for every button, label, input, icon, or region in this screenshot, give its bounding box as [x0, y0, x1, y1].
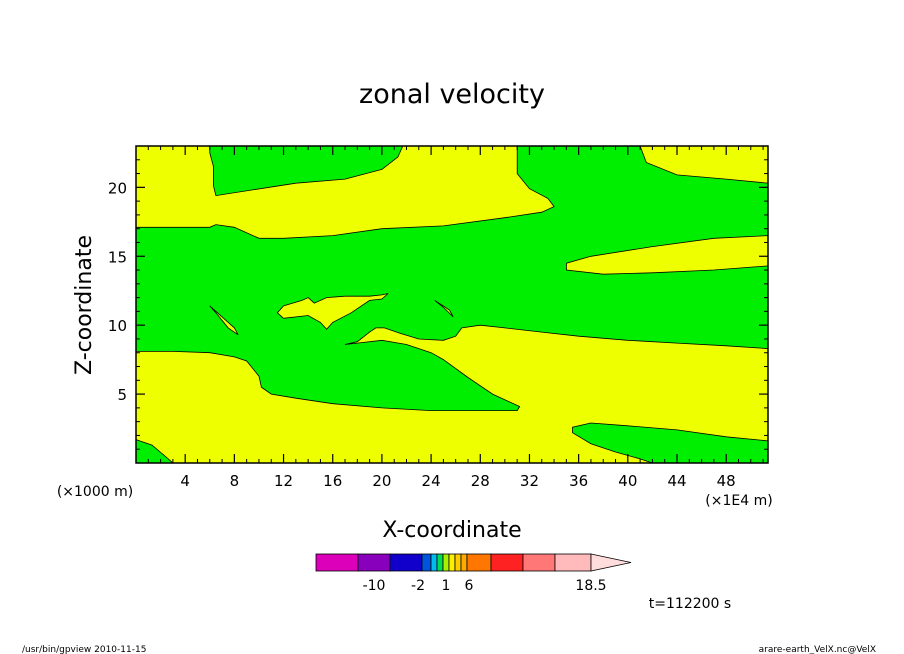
contour-region-1	[135, 145, 555, 239]
colorbar-label: -2	[411, 578, 425, 594]
colorbar-swatch	[448, 553, 456, 572]
colorbar-swatch	[315, 553, 359, 572]
colorbar-swatch	[436, 553, 444, 572]
colorbar-label: 1	[442, 578, 451, 594]
colorbar-swatch	[454, 553, 462, 572]
contour-region-4	[135, 324, 769, 464]
footer-left: /usr/bin/gpview 2010-11-15	[22, 645, 146, 654]
colorbar-swatch	[522, 553, 556, 572]
x-tick-label: 28	[471, 472, 490, 490]
y-tick-label: 20	[108, 179, 127, 197]
x-axis-label: X-coordinate	[382, 518, 521, 543]
contour-region-3	[566, 235, 769, 275]
colorbar-swatch	[389, 553, 423, 572]
contour-region-6	[276, 293, 389, 330]
x-tick-label: 48	[717, 472, 736, 490]
x-tick-label: 40	[618, 472, 637, 490]
colorbar-swatch	[357, 553, 391, 572]
time-label: t=112200 s	[649, 596, 731, 612]
colorbar-swatch	[466, 553, 492, 572]
plot-frame	[135, 145, 769, 464]
x-unit-right: (×1E4 m)	[705, 493, 772, 509]
y-tick-label: 15	[108, 248, 127, 266]
x-tick-label: 20	[372, 472, 391, 490]
y-tick-label: 10	[108, 317, 127, 335]
contour-region-7	[209, 305, 239, 336]
x-tick-label: 4	[180, 472, 190, 490]
colorbar: -10 -2 1 6 18.5	[315, 553, 632, 594]
colorbar-swatch	[421, 553, 432, 572]
colorbar-swatch	[554, 553, 592, 572]
x-tick-label: 24	[422, 472, 441, 490]
x-tick-label: 8	[230, 472, 240, 490]
colorbar-label: -10	[363, 578, 386, 594]
x-tick-label: 44	[667, 472, 686, 490]
colorbar-arrow	[590, 553, 632, 572]
colorbar-label: 18.5	[575, 578, 606, 594]
x-tick-label: 36	[569, 472, 588, 490]
colorbar-swatch	[442, 553, 450, 572]
contour-region-8	[434, 300, 454, 318]
footer-right: arare-earth_VelX.nc@VelX	[759, 645, 876, 654]
colorbar-swatch	[460, 553, 468, 572]
chart-title: zonal velocity	[359, 79, 545, 110]
x-unit-left: (×1000 m)	[57, 484, 133, 500]
colorbar-label: 6	[465, 578, 474, 594]
y-tick-label: 5	[117, 386, 127, 404]
x-tick-label: 12	[274, 472, 293, 490]
x-tick-label: 32	[520, 472, 539, 490]
y-axis-label: Z-coordinate	[72, 235, 97, 375]
colorbar-swatch	[490, 553, 524, 572]
x-tick-label: 16	[323, 472, 342, 490]
colorbar-swatch	[430, 553, 438, 572]
